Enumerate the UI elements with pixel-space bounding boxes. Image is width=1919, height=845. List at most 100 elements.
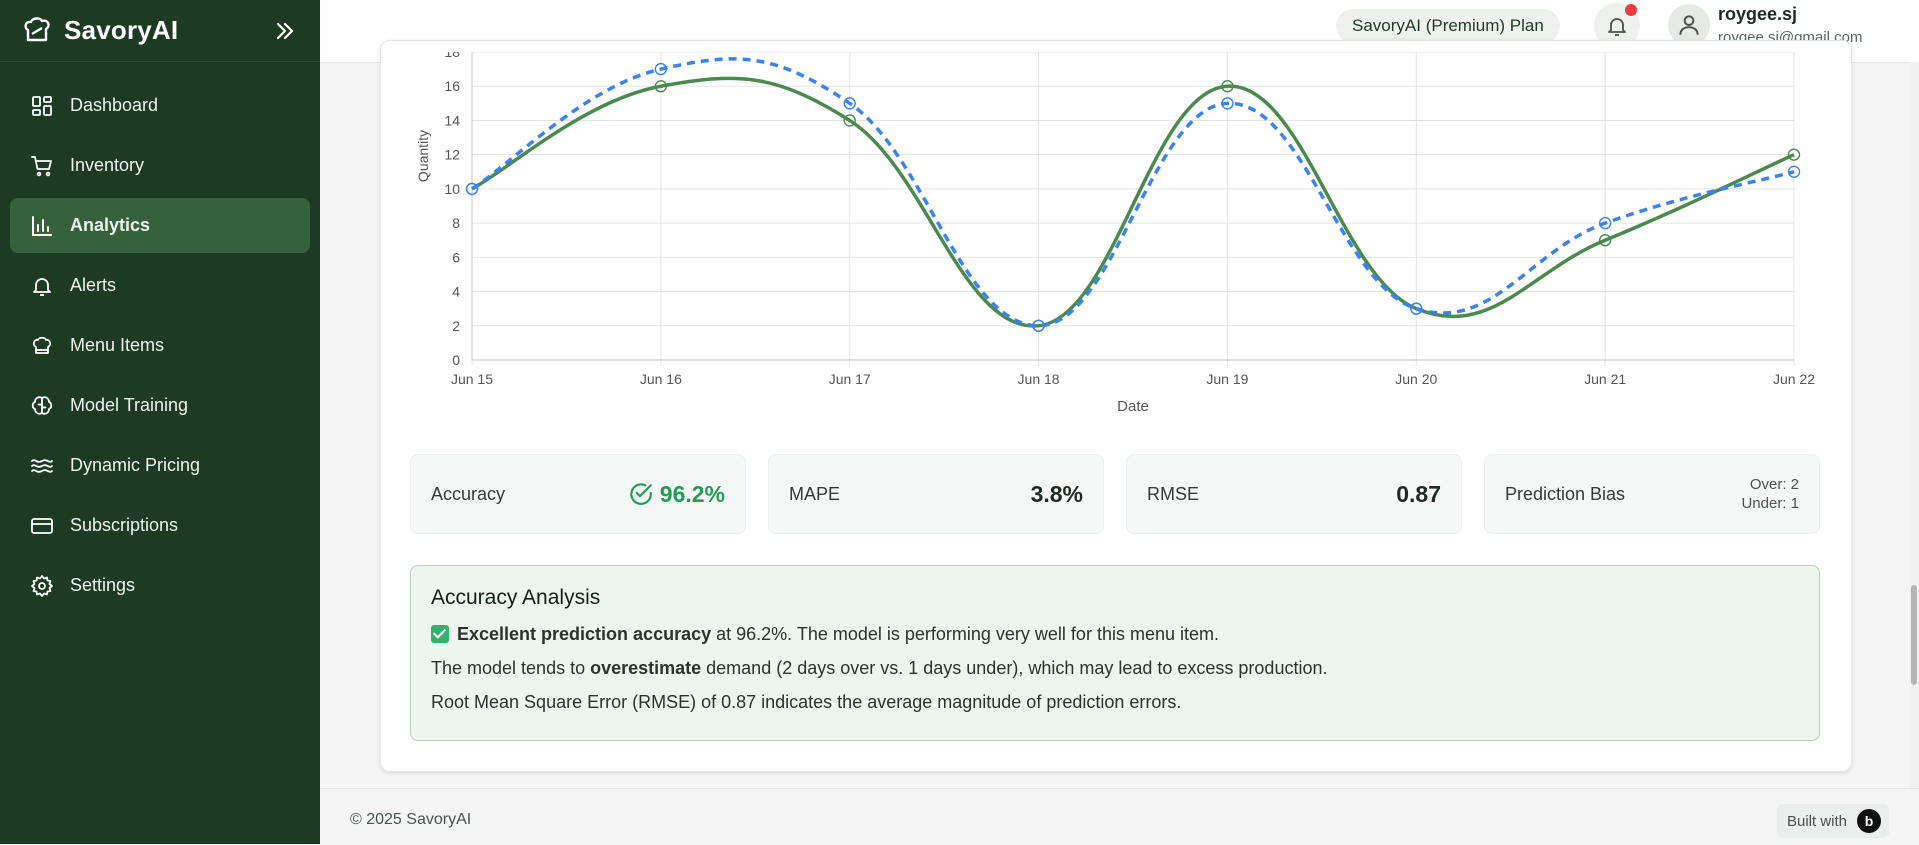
mape-metric: MAPE 3.8% bbox=[768, 454, 1104, 534]
bar-chart-icon bbox=[32, 215, 52, 236]
metric-value: 96.2% bbox=[628, 481, 725, 508]
brand-header: SavoryAI bbox=[0, 0, 320, 62]
metric-label: Prediction Bias bbox=[1505, 483, 1626, 504]
plan-badge[interactable]: SavoryAI (Premium) Plan bbox=[1336, 9, 1560, 43]
brain-icon bbox=[31, 395, 53, 415]
bias-over: Over: 2 bbox=[1749, 476, 1799, 493]
y-tick-label: 2 bbox=[452, 318, 460, 334]
sidebar-item-settings[interactable]: Settings bbox=[10, 558, 310, 613]
credit-card-icon bbox=[31, 517, 53, 534]
analysis-line-3: Root Mean Square Error (RMSE) of 0.87 in… bbox=[431, 692, 1182, 712]
metric-label: Accuracy bbox=[431, 483, 506, 504]
accuracy-value: 96.2% bbox=[659, 480, 725, 507]
sidebar-item-inventory[interactable]: Inventory bbox=[10, 138, 310, 193]
sidebar-item-label: Settings bbox=[70, 575, 136, 595]
sidebar-item-label: Menu Items bbox=[70, 335, 165, 355]
x-tick-label: Jun 17 bbox=[829, 371, 871, 387]
scrollbar[interactable] bbox=[1909, 62, 1919, 788]
x-tick-label: Jun 16 bbox=[640, 371, 682, 387]
sidebar-item-subscriptions[interactable]: Subscriptions bbox=[10, 498, 310, 553]
sidebar-item-model-training[interactable]: Model Training bbox=[10, 378, 310, 433]
sidebar-item-analytics[interactable]: Analytics bbox=[10, 198, 310, 253]
avatar[interactable] bbox=[1668, 4, 1710, 46]
x-tick-label: Jun 21 bbox=[1584, 371, 1626, 387]
user-name: roygee.sj bbox=[1718, 4, 1798, 24]
sidebar-item-menu-items[interactable]: Menu Items bbox=[10, 318, 310, 373]
data-point-series-1 bbox=[843, 97, 856, 110]
line-chart: 0 2 4 6 8 10 12 14 16 18 Jun 15 Jun 16 Jun 17 Jun 18 J… bbox=[415, 52, 1815, 415]
y-tick-label: 6 bbox=[452, 249, 460, 265]
analysis-line-1: Excellent prediction accuracy at 96.2%. … bbox=[431, 624, 1799, 645]
analysis-bold: overestimate bbox=[590, 658, 702, 678]
bias-values: Over: 2 Under: 1 bbox=[1741, 475, 1799, 513]
sidebar-nav: Dashboard Inventory Analytics Alerts Men… bbox=[0, 62, 320, 613]
metric-value: 3.8% bbox=[1030, 480, 1083, 507]
prediction-bias-metric: Prediction Bias Over: 2 Under: 1 bbox=[1484, 454, 1820, 534]
bell-icon bbox=[33, 277, 51, 296]
y-tick-label: 10 bbox=[444, 181, 460, 197]
user-icon bbox=[1679, 15, 1699, 35]
check-square-icon bbox=[431, 625, 449, 643]
y-tick-label: 18 bbox=[444, 52, 460, 60]
cart-icon bbox=[31, 155, 52, 176]
sidebar-item-alerts[interactable]: Alerts bbox=[10, 258, 310, 313]
check-circle-icon bbox=[630, 483, 652, 505]
metrics-row: Accuracy 96.2% MAPE 3.8% RMSE 0.87 Predi… bbox=[410, 454, 1820, 534]
analysis-bold: Excellent prediction accuracy bbox=[457, 624, 712, 644]
x-axis-title: Date bbox=[1117, 398, 1149, 415]
x-tick-label: Jun 15 bbox=[451, 371, 493, 387]
waves-icon bbox=[31, 458, 53, 473]
bell-icon bbox=[1608, 18, 1626, 36]
chevrons-right-icon[interactable] bbox=[272, 18, 298, 44]
sidebar-item-label: Dashboard bbox=[70, 95, 159, 115]
sidebar: SavoryAI Dashboard Inventory Analytics bbox=[0, 0, 320, 844]
x-tick-label: Jun 19 bbox=[1206, 371, 1248, 387]
accuracy-metric: Accuracy 96.2% bbox=[410, 454, 746, 534]
data-point-series-0 bbox=[843, 114, 856, 127]
metric-value: 0.87 bbox=[1396, 480, 1441, 507]
data-point-series-1 bbox=[1221, 97, 1234, 110]
sidebar-item-label: Model Training bbox=[70, 395, 189, 415]
sidebar-item-label: Subscriptions bbox=[70, 515, 179, 535]
bias-under: Under: 1 bbox=[1741, 495, 1799, 512]
x-tick-label: Jun 18 bbox=[1018, 371, 1060, 387]
analysis-text: The model tends to bbox=[431, 658, 591, 678]
y-axis-title: Quantity bbox=[415, 130, 431, 182]
sidebar-item-label: Analytics bbox=[70, 215, 151, 235]
data-point-series-1 bbox=[1032, 319, 1045, 332]
chef-hat-icon bbox=[32, 336, 52, 354]
y-tick-label: 16 bbox=[444, 78, 460, 94]
app-name: SavoryAI bbox=[64, 15, 179, 45]
series-line-1 bbox=[471, 57, 1795, 328]
sidebar-item-label: Dynamic Pricing bbox=[70, 455, 201, 475]
data-point-series-0 bbox=[654, 80, 668, 93]
series-line-0 bbox=[471, 76, 1795, 328]
rmse-metric: RMSE 0.87 bbox=[1126, 454, 1462, 534]
data-point-series-0 bbox=[1787, 148, 1801, 161]
builder-logo-icon: b bbox=[1857, 809, 1881, 833]
forecast-chart: 0 2 4 6 8 10 12 14 16 18 Jun 15 Jun 16 Jun 17 Jun 18 J… bbox=[410, 52, 1830, 422]
footer: © 2025 SavoryAI Built with b bbox=[320, 788, 1919, 845]
gear-icon bbox=[31, 574, 53, 597]
x-tick-label: Jun 20 bbox=[1395, 371, 1437, 387]
metric-label: MAPE bbox=[789, 483, 841, 504]
scroll-thumb[interactable] bbox=[1911, 585, 1917, 685]
built-with-label: Built with bbox=[1786, 812, 1847, 830]
sidebar-item-dashboard[interactable]: Dashboard bbox=[10, 78, 310, 133]
data-point-series-1 bbox=[1410, 302, 1423, 315]
analysis-text: at 96.2%. The model is performing very w… bbox=[711, 624, 1219, 644]
data-point-series-0 bbox=[1221, 80, 1234, 93]
built-with-badge[interactable]: Built with b bbox=[1776, 804, 1889, 838]
x-tick-label: Jun 22 bbox=[1773, 371, 1815, 387]
dashboard-icon bbox=[32, 95, 52, 116]
y-tick-label: 14 bbox=[444, 112, 460, 128]
analysis-title: Accuracy Analysis bbox=[431, 586, 601, 609]
y-tick-label: 8 bbox=[452, 215, 460, 231]
sidebar-item-label: Inventory bbox=[70, 155, 145, 175]
metric-label: RMSE bbox=[1147, 483, 1200, 504]
sidebar-item-dynamic-pricing[interactable]: Dynamic Pricing bbox=[10, 438, 310, 493]
copyright: © 2025 SavoryAI bbox=[350, 811, 472, 828]
data-point-series-1 bbox=[1598, 216, 1612, 230]
data-point-series-1 bbox=[465, 182, 479, 196]
data-point-series-0 bbox=[1598, 234, 1612, 247]
